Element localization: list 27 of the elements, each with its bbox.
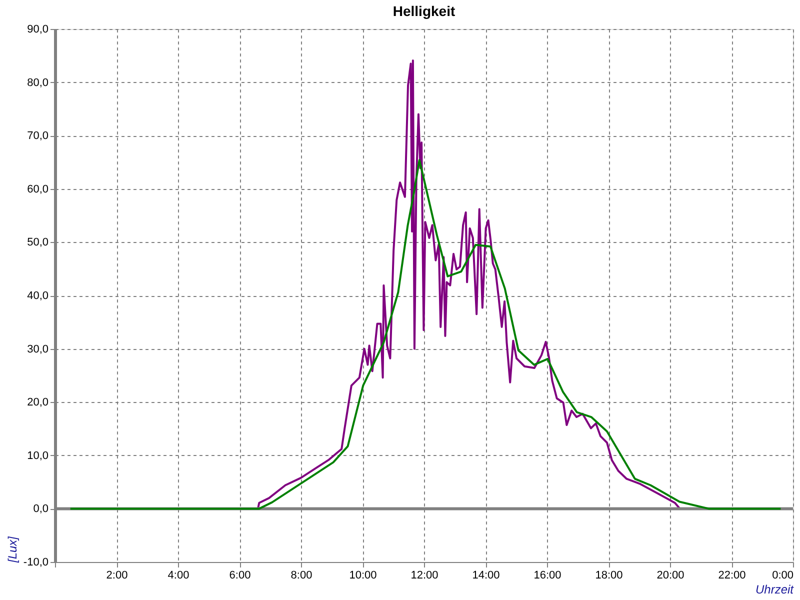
x-tick-label: 22:00 [718,570,746,582]
x-tick-label: 8:00 [290,570,312,582]
x-tick-label: 12:00 [410,570,438,582]
y-tick-label: 50,0 [27,236,48,249]
x-tick-label: 18:00 [595,570,623,582]
x-tick-label: 2:00 [106,570,128,582]
y-tick-label: 10,0 [27,450,48,462]
x-axis-title: Uhrzeit [755,582,794,596]
x-tick-label: 6:00 [229,570,251,582]
y-tick-label: 60,0 [27,183,48,196]
chart-title: Helligkeit [392,3,456,19]
y-tick-label: -10,0 [23,556,48,568]
y-tick-label: 90,0 [27,24,48,36]
x-tick-label: 16:00 [534,570,562,582]
x-tick-label: 0:00 [772,570,794,582]
line-series [69,159,782,510]
x-tick-label: 20:00 [656,570,684,582]
x-tick-label: 4:00 [168,570,190,582]
x-tick-label: 14:00 [472,570,500,582]
x-tick-label: 10:00 [349,570,377,582]
y-tick-label: 0,0 [33,503,48,516]
y-axis-title: [Lux] [5,536,20,564]
y-tick-label: 80,0 [27,76,48,89]
y-tick-label: 40,0 [27,290,48,302]
y-tick-label: 30,0 [27,343,48,356]
y-tick-label: 70,0 [27,130,48,142]
y-tick-label: 20,0 [27,396,48,409]
